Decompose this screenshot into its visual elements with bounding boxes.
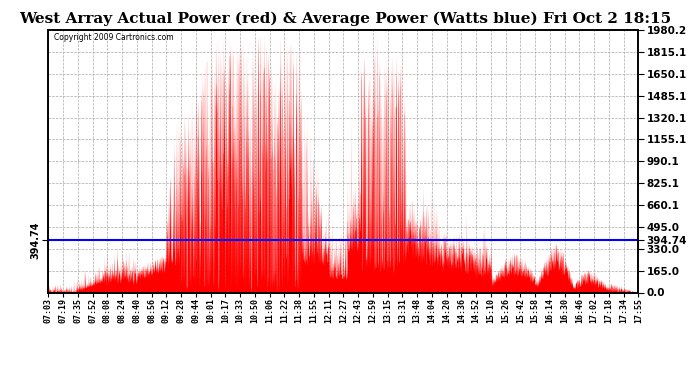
Text: Copyright 2009 Cartronics.com: Copyright 2009 Cartronics.com: [55, 33, 174, 42]
Text: West Array Actual Power (red) & Average Power (Watts blue) Fri Oct 2 18:15: West Array Actual Power (red) & Average …: [19, 11, 671, 26]
